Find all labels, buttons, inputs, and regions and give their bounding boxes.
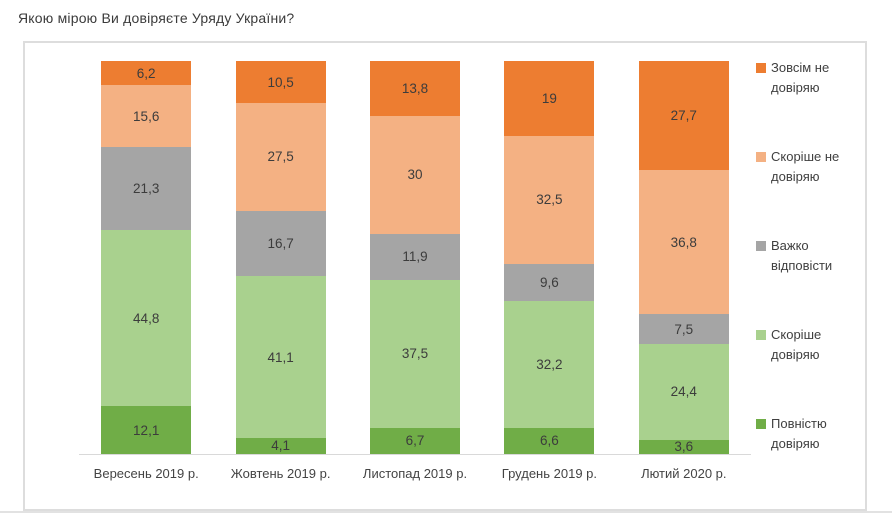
- plot-area: 6,2 15,6 21,3 44,8 12,1 10,5 27,5 16,7 41,1 4,1 13…: [25, 43, 865, 509]
- bar-segment: 19: [504, 61, 595, 137]
- data-label: 9,6: [540, 275, 559, 291]
- bar-stack: 13,8 30 11,9 37,5 6,7: [370, 61, 460, 454]
- legend-item: Скоріше довіряю: [756, 325, 862, 365]
- bar-segment: 6,7: [370, 427, 460, 454]
- data-label: 10,5: [267, 74, 294, 90]
- bar-stack: 27,7 36,8 7,5 24,4 3,6: [638, 61, 729, 455]
- bar-segment: 11,9: [370, 233, 460, 281]
- data-label: 37,5: [401, 346, 429, 362]
- bar-segment: 7,5: [638, 314, 729, 344]
- bar-segment: 15,6: [101, 85, 192, 147]
- legend-swatch-icon: [756, 63, 766, 73]
- data-label: 6,7: [405, 433, 425, 449]
- x-axis-line: [79, 454, 751, 455]
- data-label: 27,5: [267, 149, 294, 165]
- bar-segment: 37,5: [370, 280, 460, 428]
- legend-label: Повністю довіряю: [771, 416, 827, 451]
- bar-segment: 27,5: [235, 102, 326, 211]
- legend-swatch-icon: [756, 330, 766, 340]
- bar-segment: 16,7: [235, 210, 326, 277]
- bar-segment: 32,2: [504, 301, 595, 429]
- data-label: 12,1: [133, 422, 160, 438]
- legend-item: Важко відповісти: [756, 236, 862, 276]
- data-label: 6,2: [136, 65, 156, 81]
- bar-segment: 4,1: [235, 437, 326, 454]
- legend-item: Зовсім не довіряю: [756, 58, 862, 98]
- data-label: 7,5: [674, 321, 694, 337]
- legend-item: Скоріше не довіряю: [756, 147, 862, 187]
- bar-segment: 21,3: [101, 146, 192, 231]
- bar-segment: 6,2: [101, 61, 192, 86]
- x-axis-label: Листопад 2019 р.: [362, 466, 468, 481]
- data-label: 16,7: [267, 236, 294, 252]
- data-label: 32,5: [536, 192, 563, 208]
- x-axis-label: Вересень 2019 р.: [93, 466, 199, 481]
- bar-segment: 6,6: [504, 428, 595, 454]
- data-label: 4,1: [271, 438, 290, 454]
- chart-title: Якою мірою Ви довіряєте Уряду України?: [18, 10, 295, 26]
- x-axis-label: Жовтень 2019 р.: [230, 466, 331, 481]
- bar-segment: 36,8: [638, 169, 729, 315]
- legend-swatch-icon: [756, 241, 766, 251]
- bar-segment: 41,1: [235, 276, 326, 438]
- bar-segment: 30: [370, 115, 460, 234]
- data-label: 27,7: [670, 107, 697, 123]
- data-label: 11,9: [402, 249, 428, 265]
- chart-card: 6,2 15,6 21,3 44,8 12,1 10,5 27,5 16,7 41,1 4,1 13…: [23, 41, 867, 511]
- data-label: 30: [407, 167, 423, 183]
- data-label: 36,8: [670, 234, 697, 250]
- bar-segment: 44,8: [101, 230, 192, 407]
- legend-label: Важко відповісти: [771, 238, 833, 273]
- data-label: 24,4: [670, 384, 697, 400]
- bottom-divider: [0, 511, 892, 513]
- bar-segment: 12,1: [101, 406, 192, 454]
- bar-segment: 9,6: [504, 263, 595, 302]
- x-axis-label: Грудень 2019 р.: [501, 466, 597, 481]
- data-label: 32,2: [536, 357, 563, 373]
- legend-swatch-icon: [756, 152, 766, 162]
- bar-segment: 32,5: [504, 136, 595, 264]
- data-label: 21,3: [133, 181, 160, 196]
- bar-segment: 10,5: [235, 61, 326, 103]
- bar-segment: 27,7: [638, 61, 729, 170]
- x-axis-label: Лютий 2020 р.: [641, 466, 727, 481]
- bar-stack: 10,5 27,5 16,7 41,1 4,1: [235, 61, 326, 454]
- legend-label: Скоріше не довіряю: [771, 149, 840, 184]
- data-label: 41,1: [267, 349, 294, 365]
- data-label: 6,6: [540, 433, 559, 449]
- data-label: 15,6: [133, 108, 160, 124]
- data-label: 19: [541, 91, 557, 107]
- bar-segment: 3,6: [638, 439, 729, 455]
- legend-item: Повністю довіряю: [756, 414, 862, 454]
- bar-stack: 6,2 15,6 21,3 44,8 12,1: [101, 61, 192, 454]
- bar-segment: 13,8: [370, 61, 460, 116]
- data-label: 13,8: [401, 81, 429, 96]
- bar-segment: 24,4: [638, 343, 729, 440]
- bar-stack: 19 32,5 9,6 32,2 6,6: [504, 61, 595, 454]
- legend-label: Зовсім не довіряю: [771, 60, 830, 95]
- legend: Зовсім не довіряю Скоріше не довіряю Важко…: [756, 58, 862, 454]
- data-label: 44,8: [133, 310, 160, 326]
- legend-label: Скоріше довіряю: [771, 327, 822, 362]
- data-label: 3,6: [674, 439, 694, 455]
- legend-swatch-icon: [756, 419, 766, 429]
